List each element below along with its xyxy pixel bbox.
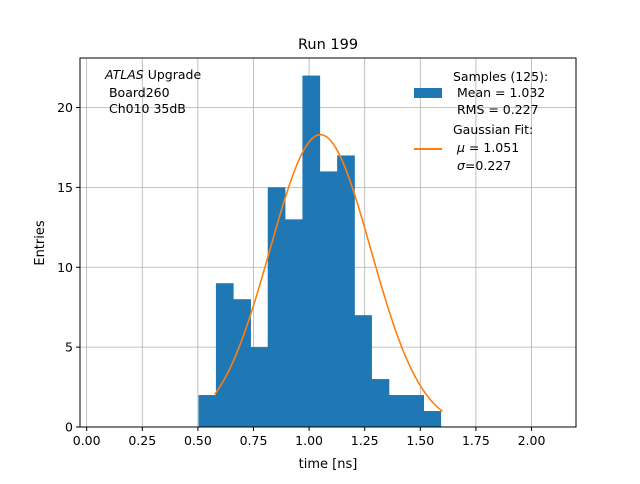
y-tick-label: 0: [65, 420, 73, 435]
legend-fit-name: Gaussian Fit:: [453, 122, 533, 137]
histogram-bar: [267, 187, 286, 427]
annotation-upgrade: Upgrade: [144, 67, 202, 82]
legend-histogram-mean: Mean = 1.032: [453, 85, 545, 100]
x-axis-label: time [ns]: [299, 457, 358, 472]
histogram-bar: [302, 75, 321, 428]
x-axis-ticks: 0.00 0.25 0.50 0.75 1.00 1.25 1.50 1.75 2.00: [73, 427, 546, 448]
histogram-bar: [406, 395, 424, 427]
chart-title: Run 199: [298, 37, 358, 53]
histogram-bar: [354, 315, 372, 427]
y-axis-label: Entries: [33, 220, 48, 266]
x-tick-label: 0.50: [184, 433, 212, 448]
legend-histogram-name: Samples (125):: [453, 69, 548, 84]
y-axis-ticks: 0 5 10 15 20: [57, 100, 80, 435]
legend-sigma-symbol: σ: [457, 158, 466, 173]
x-tick-label: 2.00: [518, 433, 546, 448]
histogram-bar: [337, 155, 355, 427]
x-tick-label: 1.50: [406, 433, 434, 448]
y-tick-label: 5: [65, 340, 73, 355]
histogram-bars: [198, 75, 442, 428]
histogram-bar: [250, 347, 269, 427]
histogram-bar: [233, 299, 251, 427]
x-tick-label: 0.25: [128, 433, 156, 448]
histogram-bar: [285, 219, 303, 427]
y-tick-label: 10: [57, 260, 73, 275]
histogram-bar: [319, 171, 338, 427]
x-tick-label: 1.75: [462, 433, 490, 448]
legend-mu-value: = 1.051: [465, 140, 519, 155]
annotation-text: ATLAS Upgrade Board260 Ch010 35dB: [104, 67, 201, 116]
histogram-bar: [423, 411, 442, 427]
x-tick-label: 0.00: [73, 433, 101, 448]
legend-sigma-value: =0.227: [465, 158, 511, 173]
gaussian-fit-curve: [213, 133, 444, 412]
y-tick-label: 15: [57, 180, 73, 195]
annotation-line-2: Board260: [105, 85, 170, 100]
annotation-line-1: ATLAS Upgrade: [104, 67, 201, 82]
legend-fit-sigma: σ=0.227: [457, 158, 511, 173]
x-tick-label: 1.00: [295, 433, 323, 448]
x-tick-label: 0.75: [240, 433, 268, 448]
annotation-atlas: ATLAS: [104, 67, 144, 82]
x-tick-label: 1.25: [351, 433, 379, 448]
histogram-bar: [371, 379, 390, 427]
histogram-bar: [388, 395, 407, 427]
y-tick-label: 20: [57, 100, 73, 115]
annotation-line-3: Ch010 35dB: [105, 101, 186, 116]
legend-fit-mu: μ = 1.051: [456, 140, 519, 155]
legend: Samples (125): Mean = 1.032 RMS = 0.227 …: [414, 69, 548, 173]
legend-histogram-swatch: [414, 88, 442, 98]
histogram-bar: [198, 395, 217, 427]
legend-mu-symbol: μ: [456, 140, 465, 155]
gaussian-fit-curve-group: [213, 133, 444, 412]
legend-histogram-rms: RMS = 0.227: [453, 102, 539, 117]
axes-frame: [79, 57, 577, 428]
histogram-bar: [215, 283, 234, 427]
